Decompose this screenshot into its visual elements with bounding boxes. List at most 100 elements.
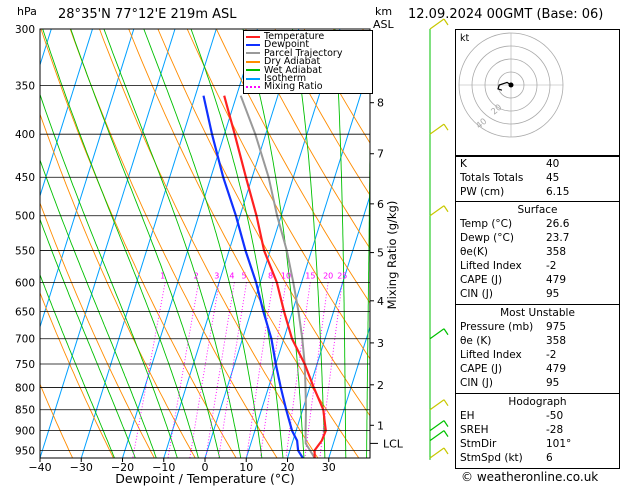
pressure-tick-label: 400: [15, 129, 35, 141]
wind-barb: [429, 420, 445, 432]
lcl-label: LCL: [383, 437, 404, 450]
hodograph-title: Hodograph: [460, 395, 615, 409]
most-unstable-title-text: Most Unstable: [500, 307, 575, 319]
surface-value: 358: [546, 246, 567, 258]
legend-label: Dry Adiabat: [264, 56, 321, 68]
mixing-ratio-axis-label: Mixing Ratio (g/kg): [385, 201, 399, 310]
surface-title: Surface: [460, 203, 615, 217]
index-value: 45: [546, 172, 560, 184]
mixing-ratio-line: [246, 282, 274, 458]
mu-row: CAPE (J) 479: [460, 362, 615, 376]
mu-key: θe (K): [460, 335, 492, 347]
wind-barb-flag: [443, 420, 449, 427]
legend-swatch: [246, 43, 260, 46]
hodo-key: SREH: [460, 424, 489, 436]
surface-value: 26.6: [546, 218, 570, 230]
pressure-tick-label: 600: [15, 277, 35, 289]
hodograph-panel: Hodograph EH -50 SREH -28 StmDir 101° StmSp…: [455, 393, 620, 469]
x-tick-label: 0: [202, 461, 209, 474]
most-unstable-title: Most Unstable: [460, 306, 615, 320]
plot-area: 1 2 3 4 5 8 10 15 20 25: [0, 29, 370, 458]
mixing-ratio-label: 4: [229, 271, 234, 280]
surface-row: θe(K) 358: [460, 245, 615, 259]
wind-barb-flag: [443, 205, 449, 213]
pressure-tick-label: 950: [15, 445, 35, 457]
mu-row: θe (K) 358: [460, 334, 615, 348]
height-tick-label: 8: [377, 97, 384, 110]
legend-label: Mixing Ratio: [264, 81, 323, 93]
surface-value: 95: [546, 288, 560, 300]
mu-key: Lifted Index: [460, 349, 522, 361]
index-key: K: [460, 158, 467, 170]
wet-adiabat-line: [334, 29, 347, 458]
legend-label: Wet Adiabat: [264, 64, 322, 76]
parcel-trajectory-line: [239, 95, 316, 458]
dry-adiabat-line: [99, 29, 319, 458]
mixing-ratio-line: [205, 282, 235, 458]
isotherm-line: [163, 29, 300, 458]
isotherm-line: [80, 29, 217, 458]
x-axis-label: Dewpoint / Temperature (°C): [115, 471, 294, 486]
surface-panel: Surface Temp (°C) 26.6 Dewp (°C) 23.7 θe(K…: [455, 201, 620, 305]
dry-adiabat-line: [186, 29, 370, 360]
mixing-ratio-line: [167, 282, 200, 458]
surface-row: Temp (°C) 26.6: [460, 217, 615, 231]
legend-item: Temperature: [246, 32, 324, 41]
legend-swatch: [246, 85, 260, 88]
pressure-unit: hPa: [17, 5, 37, 18]
index-row: Totals Totals 45: [460, 171, 615, 185]
mu-value: 479: [546, 363, 567, 375]
legend-swatch: [246, 60, 260, 63]
pressure-tick-label: 350: [15, 80, 35, 92]
mixing-ratio-line: [218, 282, 247, 458]
datetime-title: 12.09.2024 00GMT (Base: 06): [408, 7, 604, 22]
mu-row: CIN (J) 95: [460, 376, 615, 390]
height-tick-label: 6: [377, 198, 384, 211]
surface-key: Temp (°C): [460, 218, 513, 230]
wind-barb: [429, 123, 445, 135]
x-tick-label: 30: [322, 461, 336, 474]
x-tick-label: −30: [70, 461, 93, 474]
x-tick-label: 20: [281, 461, 295, 474]
footer-credit[interactable]: © weatheronline.co.uk: [461, 470, 599, 484]
isotherm-line: [204, 29, 341, 458]
isotherm-line: [40, 29, 176, 458]
hodograph-trace: [497, 81, 512, 91]
location-title: 28°35'N 77°12'E 219m ASL: [58, 7, 237, 22]
height-tick-label: 3: [377, 337, 384, 350]
dry-adiabat-line: [40, 291, 114, 458]
mu-row: Pressure (mb) 975: [460, 320, 615, 334]
isotherm-line: [40, 29, 135, 329]
x-tick-label: −20: [111, 461, 134, 474]
pressure-tick-label: 450: [15, 172, 35, 184]
surface-row: CAPE (J) 479: [460, 273, 615, 287]
most-unstable-panel: Most Unstable Pressure (mb) 975 θe (K) 358…: [455, 304, 620, 394]
isotherm-line: [40, 29, 93, 198]
pressure-tick-label: 800: [15, 383, 35, 395]
legend-label: Temperature: [264, 31, 325, 42]
wet-adiabat-line: [42, 29, 199, 458]
mixing-ratio-label: 5: [242, 271, 247, 280]
pressure-tick-label: 700: [15, 334, 35, 346]
wind-barb: [429, 447, 445, 459]
isotherm-line: [0, 29, 10, 458]
mu-value: 358: [546, 335, 567, 347]
dry-adiabat-line: [40, 383, 74, 458]
surface-key: CAPE (J): [460, 274, 503, 286]
wind-barb: [429, 399, 445, 411]
mixing-ratio-line: [259, 282, 287, 458]
legend-swatch: [246, 52, 260, 55]
surface-key: Lifted Index: [460, 260, 522, 272]
index-key: Totals Totals: [460, 172, 524, 184]
isotherm-line: [328, 325, 370, 458]
surface-key: CIN (J): [460, 288, 493, 300]
legend-swatch: [246, 69, 260, 72]
index-value: 6.15: [546, 186, 570, 198]
legend: Temperature Dewpoint Parcel Trajectory Dry …: [243, 30, 373, 94]
height-unit-km: km: [375, 5, 393, 18]
mu-key: Pressure (mb): [460, 321, 534, 333]
pressure-tick-label: 650: [15, 307, 35, 319]
mu-row: Lifted Index -2: [460, 348, 615, 362]
x-tick-label: −10: [152, 461, 175, 474]
